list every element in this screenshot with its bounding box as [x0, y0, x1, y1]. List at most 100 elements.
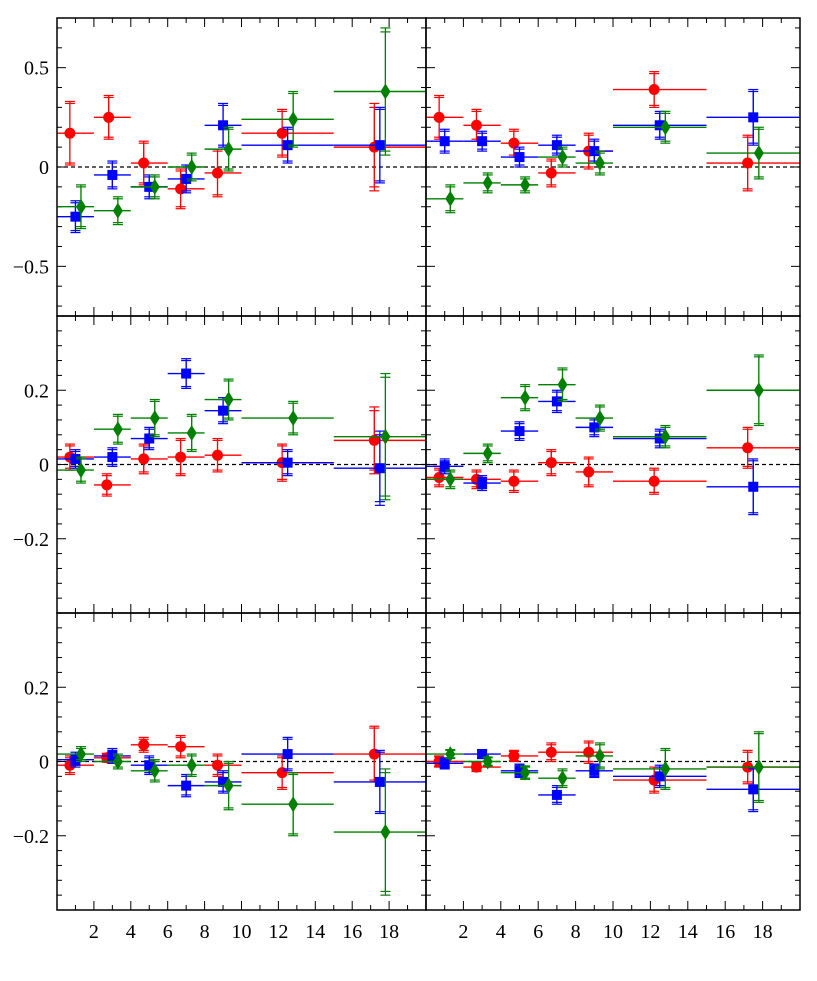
panel-frame — [425, 612, 801, 911]
panels-layer: −0.5 0 0.5 −0.2 0 0.2 2 4 6 8 10 12 14 16 18 −0.2 0 0.2 2 4… — [13, 17, 801, 943]
marker-diamond — [482, 445, 493, 462]
data-point-green — [204, 760, 242, 811]
marker-square — [589, 146, 600, 157]
data-point-green — [706, 354, 800, 427]
marker-square — [181, 173, 192, 184]
marker-square — [748, 481, 759, 492]
series-blue — [57, 102, 426, 234]
data-point-red — [426, 94, 464, 140]
data-point-green — [333, 27, 426, 156]
data-point-green — [500, 764, 539, 781]
data-point-blue — [500, 421, 539, 441]
x-tick-label: 18 — [753, 921, 773, 943]
marker-circle — [212, 759, 224, 771]
marker-circle — [175, 741, 187, 753]
data-point-green — [130, 398, 168, 438]
panel-r1-c1 — [425, 315, 801, 614]
marker-diamond — [288, 796, 299, 813]
marker-square — [282, 457, 293, 468]
marker-circle — [508, 750, 520, 762]
marker-circle — [508, 137, 520, 149]
x-tick-label: 16 — [342, 921, 362, 943]
data-point-green — [167, 413, 205, 453]
data-point-green — [167, 152, 205, 182]
marker-circle — [368, 434, 380, 446]
marker-diamond — [660, 119, 671, 136]
marker-circle — [583, 466, 595, 478]
series-green — [57, 27, 426, 230]
x-tick-label: 8 — [200, 921, 210, 943]
x-tick-label: 14 — [678, 921, 698, 943]
marker-diamond — [223, 777, 234, 794]
data-point-blue — [426, 128, 464, 154]
marker-circle — [433, 471, 445, 483]
data-point-blue — [333, 430, 426, 506]
marker-diamond — [186, 424, 197, 441]
data-point-blue — [706, 458, 800, 516]
marker-circle — [470, 119, 482, 131]
data-point-green — [204, 378, 242, 421]
data-point-green — [575, 150, 613, 176]
marker-circle — [470, 761, 482, 773]
marker-diamond — [753, 382, 764, 399]
marker-square — [181, 368, 192, 379]
marker-circle — [103, 111, 115, 123]
y-tick-label: 0.2 — [24, 380, 49, 402]
data-point-green — [613, 424, 707, 449]
data-point-green — [57, 456, 94, 484]
series-green — [57, 372, 426, 501]
panel-r2-c1: 2 4 6 8 10 12 14 16 18 — [425, 612, 801, 943]
data-point-red — [204, 437, 242, 473]
data-point-red — [613, 467, 707, 495]
data-point-blue — [333, 106, 426, 184]
data-point-red — [130, 443, 168, 475]
data-point-red — [538, 158, 576, 188]
series-green — [426, 354, 800, 490]
marker-square — [218, 120, 229, 131]
marker-diamond — [288, 410, 299, 427]
data-point-red — [613, 71, 707, 109]
data-point-red — [706, 426, 800, 469]
marker-diamond — [223, 391, 234, 408]
data-point-blue — [333, 749, 426, 815]
data-point-blue — [57, 449, 94, 469]
marker-square — [514, 152, 525, 163]
x-tick-label: 16 — [715, 921, 735, 943]
marker-square — [514, 765, 525, 776]
data-point-blue — [167, 358, 205, 389]
panel-r2-c0: 2 4 6 8 10 12 14 16 18 −0.2 0 0.2 — [13, 612, 427, 943]
data-point-blue — [500, 763, 539, 779]
marker-diamond — [753, 145, 764, 162]
data-point-green — [575, 742, 613, 770]
marker-square — [107, 452, 118, 463]
data-point-blue — [241, 449, 334, 477]
marker-diamond — [75, 746, 86, 763]
data-point-blue — [575, 763, 613, 779]
marker-circle — [742, 157, 754, 169]
marker-diamond — [186, 159, 197, 175]
marker-diamond — [520, 176, 531, 193]
data-point-red — [204, 753, 242, 777]
x-tick-label: 8 — [571, 921, 581, 943]
marker-square — [374, 140, 385, 151]
data-point-green — [575, 404, 613, 432]
marker-diamond — [149, 178, 160, 195]
marker-diamond — [75, 198, 86, 215]
series-red — [426, 71, 800, 192]
data-point-green — [463, 443, 501, 464]
data-point-red — [538, 449, 576, 477]
marker-square — [70, 453, 81, 464]
marker-diamond — [75, 462, 86, 479]
data-point-green — [426, 184, 464, 214]
panel-r0-c1 — [425, 17, 801, 317]
series-green — [426, 731, 800, 803]
marker-circle — [175, 451, 187, 463]
marker-square — [748, 112, 759, 123]
data-point-green — [57, 184, 94, 230]
data-point-green — [93, 413, 131, 445]
data-point-blue — [204, 397, 242, 425]
marker-diamond — [380, 824, 391, 841]
x-tick-label: 6 — [533, 921, 543, 943]
x-tick-label: 12 — [268, 921, 288, 943]
